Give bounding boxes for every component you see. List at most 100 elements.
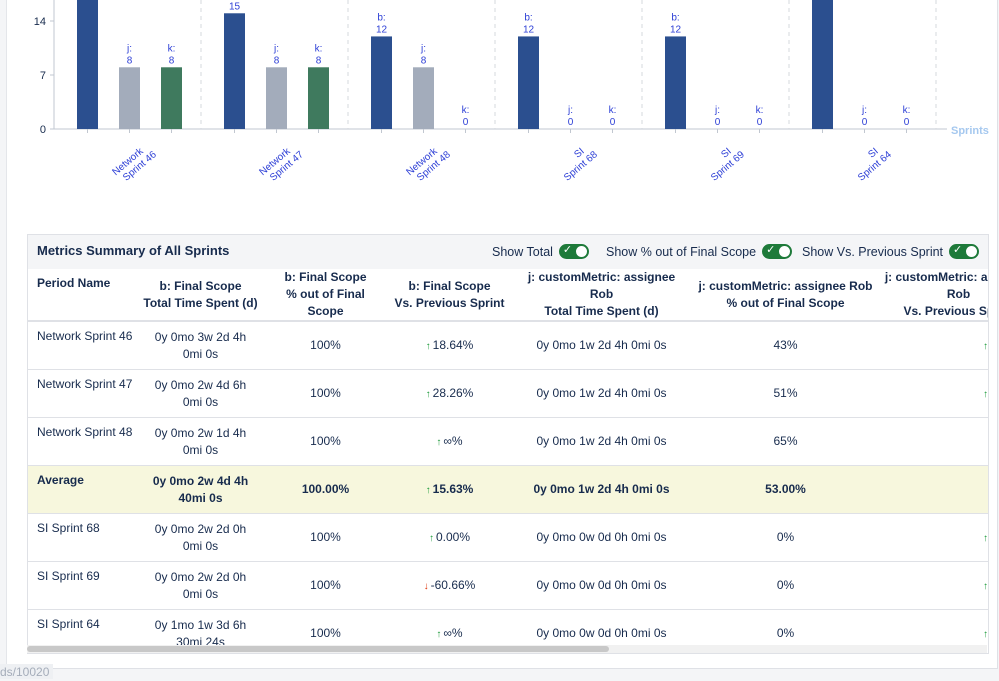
j-percent-cell: 65% (692, 417, 879, 466)
b-time-line: 0mi 0s (182, 442, 219, 457)
b-percent-cell: 100.00% (263, 465, 388, 514)
period-name: Network Sprint 48 (37, 425, 133, 439)
header-line: % out of Final Scope (726, 295, 845, 310)
y-tick-label: 14 (34, 16, 46, 28)
b-time-line: 0mi 0s (182, 538, 219, 553)
j-vs-previous-cell: ↑∞% (879, 417, 988, 466)
status-url: ds/10020 (0, 664, 54, 679)
bar-b (224, 13, 245, 130)
show-vs-previous-label: Show Vs. Previous Sprint (802, 244, 944, 259)
j-time-cell: 0y 0mo 1w 2d 4h 0mi 0s (511, 417, 692, 466)
j-percent: 65% (773, 434, 798, 448)
bar-b (518, 36, 539, 129)
y-tick-label: 7 (40, 70, 46, 82)
column-header[interactable]: b: Final Scope % out of Final Scope (263, 269, 388, 322)
b-percent-cell: 100% (263, 321, 388, 370)
b-time-cell: 0y 0mo 2w 1d 4h 0mi 0s (138, 417, 263, 466)
show-vs-previous-switch[interactable] (949, 243, 980, 259)
show-total-toggle[interactable]: Show Total (492, 243, 589, 259)
b-time-line: 0y 0mo 2w 4d 4h (152, 473, 249, 488)
data-label: k: (462, 105, 470, 116)
column-header[interactable]: j: customMetric: assignee Rob Vs. Previou… (879, 269, 988, 322)
arrow-up-icon: ↑ (982, 340, 988, 352)
average-row: Average 0y 0mo 2w 4d 4h 40mi 0s 100.00% ↑ 15.… (28, 465, 988, 514)
summary-header: Metrics Summary of All Sprints Show Tota… (28, 235, 988, 270)
b-time-cell: 0y 0mo 2w 2d 0h 0mi 0s (138, 561, 263, 610)
data-label: 0 (463, 117, 469, 128)
header-line: j: customMetric: assignee Rob (884, 270, 988, 301)
b-percent: 100% (310, 578, 341, 592)
show-total-switch[interactable] (558, 243, 589, 259)
b-vs-previous: -60.66% (430, 577, 476, 592)
b-percent-cell: 100% (263, 513, 388, 562)
data-label: k: (315, 43, 323, 54)
data-label: k: (609, 105, 617, 116)
arrow-up-icon: ↑ (436, 628, 442, 640)
bar-j (119, 67, 140, 129)
show-vs-previous-toggle[interactable]: Show Vs. Previous Sprint (802, 243, 980, 259)
j-time: 0y 0mo 0w 0d 0h 0mi 0s (536, 530, 667, 544)
data-label: j: (861, 105, 867, 116)
scrollbar-thumb[interactable] (27, 646, 609, 652)
show-percent-toggle[interactable]: Show % out of Final Scope (606, 243, 793, 259)
data-label: 0 (904, 117, 910, 128)
column-header[interactable]: Period Name (28, 269, 138, 322)
metrics-table: Period Name b: Final Scope Total Time Spe… (28, 269, 988, 653)
header-line: Vs. Previous Sprint (903, 304, 988, 318)
data-label: 15 (229, 1, 241, 12)
j-vs-previous-cell: ↑0.00% (879, 561, 988, 610)
data-label: 12 (523, 24, 535, 35)
b-time-line: 0y 0mo 3w 2d 4h (154, 329, 247, 344)
data-label: j: (420, 43, 426, 54)
b-time-line: 0y 1mo 1w 3d 6h (154, 617, 247, 632)
arrow-up-icon: ↑ (425, 388, 431, 400)
column-header[interactable]: j: customMetric: assignee Rob % out of Fi… (692, 269, 879, 322)
header-line: Total Time Spent (d) (544, 304, 659, 318)
j-time-cell: 0y 0mo 1w 2d 4h 0mi 0s (511, 369, 692, 418)
arrow-down-icon: ↓ (423, 580, 429, 592)
period-name: Average (37, 473, 84, 487)
b-time-line: 0mi 0s (182, 394, 219, 409)
b-vs-previous: 28.26% (432, 385, 474, 400)
column-header[interactable]: j: customMetric: assignee Rob Total Time … (511, 269, 692, 322)
j-percent: 0% (776, 578, 795, 592)
bar-b (665, 36, 686, 129)
j-percent: 53.00% (765, 482, 806, 496)
j-time-cell: 0y 0mo 0w 0d 0h 0mi 0s (511, 513, 692, 562)
show-percent-switch[interactable] (762, 243, 793, 259)
j-vs-previous-cell: ↑0.00% (879, 369, 988, 418)
b-vs-previous: 0.00% (435, 529, 471, 544)
b-vs-previous-cell: ↑ 18.64% (388, 321, 511, 370)
arrow-up-icon: ↑ (428, 532, 434, 544)
period-name: SI Sprint 68 (37, 521, 100, 535)
b-percent: 100% (310, 338, 341, 352)
horizontal-scrollbar[interactable] (27, 645, 987, 653)
b-time-cell: 0y 0mo 2w 4d 4h 40mi 0s (138, 465, 263, 514)
metrics-summary: Metrics Summary of All Sprints Show Tota… (27, 234, 989, 654)
column-header[interactable]: b: Final Scope Vs. Previous Sprint (388, 269, 511, 322)
bar-j (413, 67, 434, 129)
data-label: k: (756, 105, 764, 116)
j-percent: 51% (773, 386, 798, 400)
data-label: j: (567, 105, 573, 116)
header-line: Period Name (37, 276, 111, 290)
table-row: Network Sprint 48 0y 0mo 2w 1d 4h 0mi 0s 10… (28, 417, 988, 466)
b-vs-previous-cell: ↑ ∞% (388, 417, 511, 466)
j-time: 0y 0mo 1w 2d 4h 0mi 0s (533, 482, 670, 496)
j-time: 0y 0mo 0w 0d 0h 0mi 0s (536, 626, 667, 640)
b-time-line: 0y 0mo 2w 2d 0h (154, 569, 247, 584)
arrow-up-icon: ↑ (436, 436, 442, 448)
period-name: SI Sprint 69 (37, 569, 100, 583)
j-vs-previous-cell: ↑0% (879, 465, 988, 514)
column-header[interactable]: b: Final Scope Total Time Spent (d) (138, 269, 263, 322)
data-label: 0 (862, 117, 868, 128)
period-name-cell: SI Sprint 69 (28, 561, 138, 610)
table-row: Network Sprint 46 0y 0mo 3w 2d 4h 0mi 0s 10… (28, 321, 988, 370)
data-label: k: (168, 43, 176, 54)
